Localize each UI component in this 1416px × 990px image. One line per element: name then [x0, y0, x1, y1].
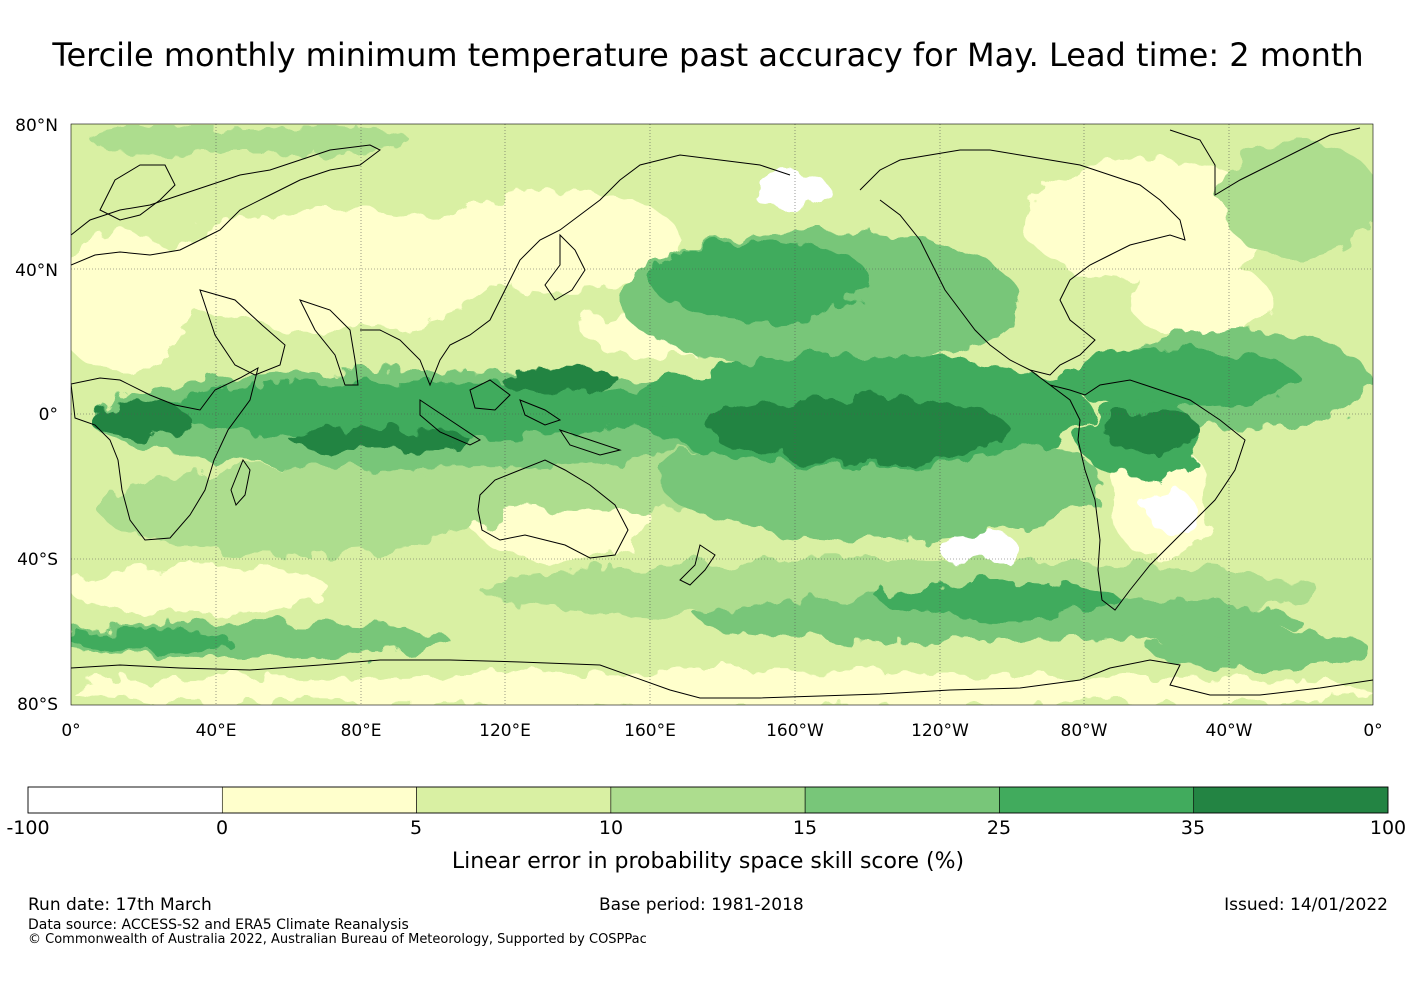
colorbar-tick: 5	[410, 817, 422, 839]
colorbar-swatch	[999, 786, 1195, 814]
lon-label: 0°	[1363, 721, 1382, 741]
issued-date: Issued: 14/01/2022	[1224, 895, 1388, 915]
lon-label: 160°W	[766, 721, 824, 741]
lon-label: 160°E	[624, 721, 676, 741]
run-date: Run date: 17th March	[28, 895, 212, 915]
colorbar-tick: 35	[1181, 817, 1205, 839]
colorbar-tick: 10	[599, 817, 623, 839]
colorbar: -100 0 5 10 15 25 35 100 Linear error in…	[6, 786, 1406, 874]
map-frame	[70, 123, 1374, 706]
colorbar-swatch	[416, 786, 612, 814]
colorbar-tick: 15	[793, 817, 817, 839]
lon-label: 40°W	[1206, 721, 1253, 741]
latitude-labels: 80°N 40°N 0° 40°S 80°S	[15, 116, 58, 715]
colorbar-frame	[27, 786, 1389, 814]
lat-label: 40°S	[17, 550, 58, 570]
colorbar-label: Linear error in probability space skill …	[452, 849, 964, 874]
base-period: Base period: 1981-2018	[599, 895, 804, 915]
graticule	[71, 124, 1373, 705]
lat-label: 80°N	[15, 116, 58, 136]
lon-label: 120°W	[911, 721, 969, 741]
colorbar-swatch	[221, 786, 417, 814]
lon-label: 120°E	[479, 721, 531, 741]
colorbar-tick: 25	[987, 817, 1011, 839]
colorbar-swatches	[27, 786, 1389, 814]
longitude-labels: 0° 40°E 80°E 120°E 160°E 160°W 120°W 80°…	[61, 721, 1382, 741]
lon-label: 40°E	[196, 721, 237, 741]
lat-label: 0°	[39, 405, 58, 425]
colorbar-tick: 100	[1370, 817, 1406, 839]
map-title: Tercile monthly minimum temperature past…	[52, 36, 1364, 74]
colorbar-swatch	[27, 786, 223, 814]
colorbar-swatch	[610, 786, 806, 814]
coastlines	[71, 127, 1373, 699]
lon-label: 0°	[61, 721, 80, 741]
colorbar-tick: -100	[6, 817, 49, 839]
lon-label: 80°E	[341, 721, 382, 741]
lon-label: 80°W	[1061, 721, 1108, 741]
colorbar-ticks: -100 0 5 10 15 25 35 100	[6, 817, 1406, 839]
colorbar-swatch	[1193, 786, 1389, 814]
copyright: © Commonwealth of Australia 2022, Austra…	[28, 932, 647, 947]
colorbar-swatch	[804, 786, 1000, 814]
lat-label: 40°N	[15, 261, 58, 281]
lat-label: 80°S	[17, 695, 58, 715]
colorbar-tick: 0	[216, 817, 228, 839]
data-source: Data source: ACCESS-S2 and ERA5 Climate …	[28, 917, 409, 933]
skill-field	[71, 124, 1373, 705]
